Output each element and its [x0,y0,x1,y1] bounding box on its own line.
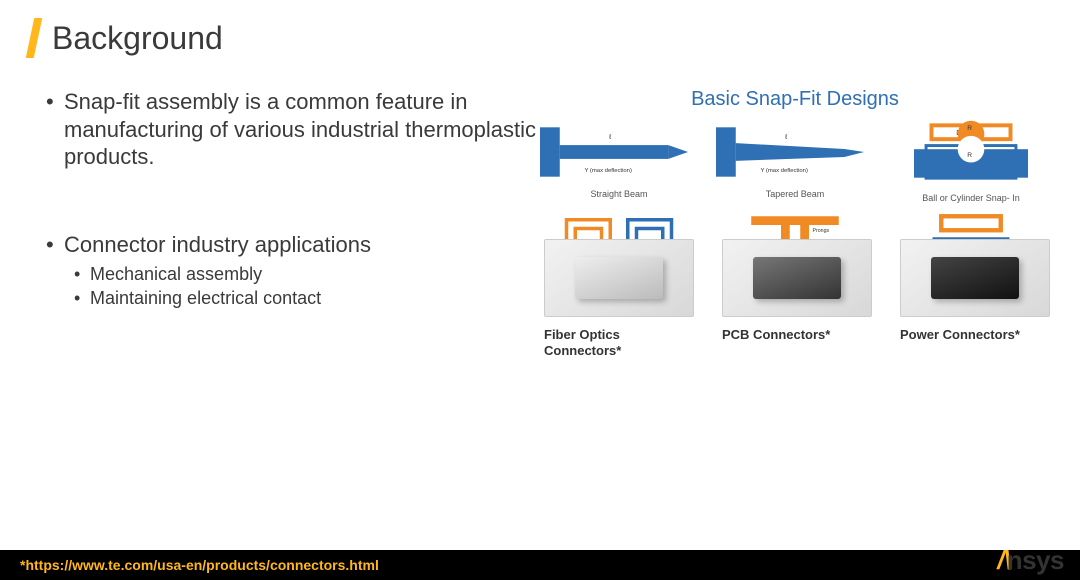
connector-power-thumb [900,239,1050,317]
diag-label-0: Straight Beam [590,189,647,199]
ansys-logo: /\nsys [997,545,1064,576]
accent-bar [26,18,43,58]
svg-text:R: R [967,125,972,132]
svg-text:R: R [967,152,972,159]
connector-fiber: Fiber Optics Connectors* [544,239,694,360]
bullet-2-sub-1: Mechanical assembly [64,262,540,286]
diagram-title: Basic Snap-Fit Designs [691,88,899,111]
connector-power: Power Connectors* [900,239,1050,360]
connector-power-label: Power Connectors* [900,327,1050,343]
bullet-1: Snap-fit assembly is a common feature in… [46,88,540,171]
diag-ball: R R Ball or Cylinder Snap- In [892,115,1050,211]
connector-pcb-label: PCB Connectors* [722,327,872,343]
footer-citation: *https://www.te.com/usa-en/products/conn… [20,557,379,573]
connector-pcb-thumb [722,239,872,317]
svg-text:Y (max deflection): Y (max deflection) [760,168,808,174]
svg-text:Prongs: Prongs [813,228,830,234]
ansys-logo-text: nsys [1007,545,1064,575]
svg-text:ℓ: ℓ [785,134,788,141]
bullet-2-text: Connector industry applications [64,232,371,257]
diag-label-1: Tapered Beam [766,189,825,199]
diag-label-8: Ball or Cylinder Snap- In [922,193,1020,203]
diag-straight-beam: ℓ Y (max deflection) Straight Beam [540,117,698,199]
bullet-2: Connector industry applications Mechanic… [46,231,540,311]
bullet-1-text: Snap-fit assembly is a common feature in… [64,89,536,169]
connector-pcb: PCB Connectors* [722,239,872,360]
connector-fiber-label: Fiber Optics Connectors* [544,327,694,360]
bullet-2-sub-2: Maintaining electrical contact [64,286,540,310]
slide-title: Background [52,20,223,57]
connector-fiber-thumb [544,239,694,317]
svg-text:Y (max deflection): Y (max deflection) [584,168,632,174]
svg-text:ℓ: ℓ [609,134,612,141]
title-row: Background [30,18,1050,58]
footer-bar: *https://www.te.com/usa-en/products/conn… [0,550,1080,580]
connector-row: Fiber Optics Connectors* PCB Connectors*… [540,239,1050,360]
diag-tapered-beam: ℓ Y (max deflection) Tapered Beam [716,117,874,199]
bullet-column: Snap-fit assembly is a common feature in… [30,88,540,580]
figure-column: Basic Snap-Fit Designs ℓ Y (max deflecti… [540,88,1050,580]
